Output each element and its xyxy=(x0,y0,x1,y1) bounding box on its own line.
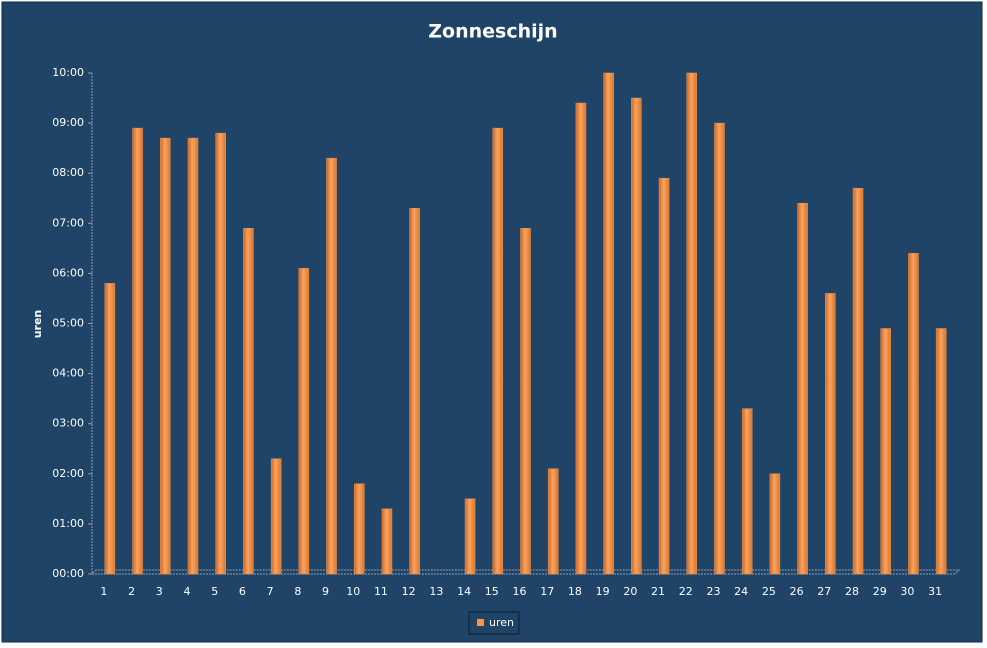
bar xyxy=(603,72,614,575)
x-tick-label: 20 xyxy=(623,585,637,598)
bar xyxy=(825,293,836,575)
y-tick-label: 09:00 xyxy=(52,116,84,129)
y-tick-label: 01:00 xyxy=(52,517,84,530)
x-tick-label: 18 xyxy=(568,585,582,598)
bar xyxy=(547,468,559,575)
y-tick-label: 05:00 xyxy=(52,317,84,330)
x-tick-label: 5 xyxy=(211,585,218,598)
bar xyxy=(381,508,393,575)
x-tick-label: 14 xyxy=(457,585,471,598)
x-tick-label: 25 xyxy=(762,585,776,598)
x-tick-label: 6 xyxy=(239,585,246,598)
x-tick-label: 27 xyxy=(817,585,831,598)
bar xyxy=(160,137,171,575)
bar xyxy=(714,122,725,575)
x-tick-label: 28 xyxy=(845,585,859,598)
floor xyxy=(90,569,961,575)
y-tick-label: 10:00 xyxy=(52,66,84,79)
bar xyxy=(409,208,420,575)
y-tick-label: 02:00 xyxy=(52,467,84,480)
y-tick-label: 08:00 xyxy=(52,166,84,179)
bar xyxy=(187,137,199,575)
bar xyxy=(104,283,116,575)
y-tick-label: 06:00 xyxy=(52,266,84,279)
bar xyxy=(631,97,642,575)
x-tick-label: 3 xyxy=(156,585,163,598)
y-tick-label: 00:00 xyxy=(52,567,84,580)
bar xyxy=(658,177,670,575)
x-tick-label: 23 xyxy=(706,585,720,598)
bar xyxy=(215,132,226,575)
y-tick-label: 07:00 xyxy=(52,216,84,229)
x-tick-label: 15 xyxy=(485,585,499,598)
x-tick-label: 19 xyxy=(596,585,610,598)
legend-label: uren xyxy=(489,616,514,629)
legend-swatch xyxy=(477,619,484,626)
x-tick-label: 30 xyxy=(900,585,914,598)
x-tick-label: 17 xyxy=(540,585,554,598)
bar xyxy=(326,157,337,575)
bar xyxy=(741,408,753,575)
legend-box xyxy=(468,611,520,635)
x-tick-label: 22 xyxy=(679,585,693,598)
bar xyxy=(797,203,808,575)
bar xyxy=(908,253,919,575)
x-tick-label: 9 xyxy=(322,585,329,598)
bar xyxy=(520,228,531,575)
y-tick-label: 03:00 xyxy=(52,417,84,430)
y-axis-title: uren xyxy=(31,310,44,339)
bar xyxy=(686,72,698,575)
bar xyxy=(298,268,310,575)
bar xyxy=(880,328,891,575)
y-tick-label: 04:00 xyxy=(52,367,84,380)
bar xyxy=(575,102,587,575)
legend: uren xyxy=(468,611,520,635)
x-tick-label: 26 xyxy=(790,585,804,598)
x-tick-label: 24 xyxy=(734,585,748,598)
bar xyxy=(243,228,254,575)
x-tick-label: 2 xyxy=(128,585,135,598)
bar xyxy=(353,483,365,575)
x-tick-label: 21 xyxy=(651,585,665,598)
bar xyxy=(464,498,476,575)
chart-title: Zonneschijn xyxy=(428,21,557,43)
bar xyxy=(132,127,143,575)
x-tick-label: 12 xyxy=(402,585,416,598)
x-tick-label: 8 xyxy=(294,585,301,598)
x-tick-label: 13 xyxy=(429,585,443,598)
bar xyxy=(852,187,864,575)
x-tick-label: 4 xyxy=(183,585,190,598)
bar xyxy=(270,458,282,575)
x-tick-label: 11 xyxy=(374,585,388,598)
bar xyxy=(769,473,781,575)
x-tick-label: 16 xyxy=(513,585,527,598)
bar xyxy=(492,127,504,575)
x-tick-label: 31 xyxy=(928,585,942,598)
x-tick-label: 1 xyxy=(100,585,107,598)
x-tick-label: 7 xyxy=(267,585,274,598)
x-tick-label: 29 xyxy=(873,585,887,598)
x-tick-label: 10 xyxy=(346,585,360,598)
bar xyxy=(935,328,947,575)
